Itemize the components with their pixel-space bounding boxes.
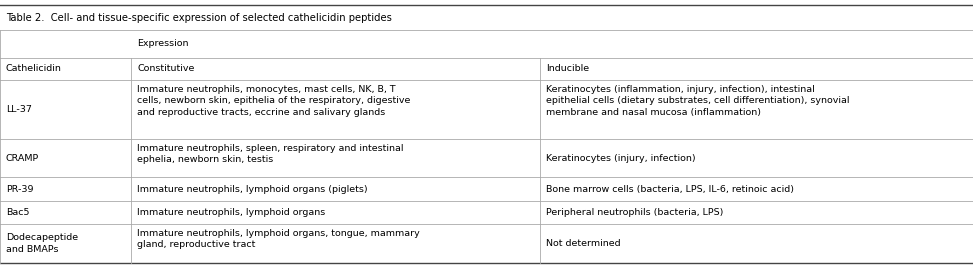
Text: Table 2.  Cell- and tissue-specific expression of selected cathelicidin peptides: Table 2. Cell- and tissue-specific expre… [6, 13, 392, 23]
Text: CRAMP: CRAMP [6, 154, 39, 163]
Text: Cathelicidin: Cathelicidin [6, 64, 61, 73]
Text: LL-37: LL-37 [6, 105, 32, 114]
Text: Keratinocytes (inflammation, injury, infection), intestinal
epithelial cells (di: Keratinocytes (inflammation, injury, inf… [546, 85, 849, 117]
Text: Constitutive: Constitutive [137, 64, 195, 73]
Text: Keratinocytes (injury, infection): Keratinocytes (injury, infection) [546, 154, 696, 163]
Text: Bone marrow cells (bacteria, LPS, IL-6, retinoic acid): Bone marrow cells (bacteria, LPS, IL-6, … [546, 184, 794, 193]
Text: Immature neutrophils, lymphoid organs (piglets): Immature neutrophils, lymphoid organs (p… [137, 184, 368, 193]
Text: Expression: Expression [137, 39, 189, 48]
Text: Dodecapeptide
and BMAPs: Dodecapeptide and BMAPs [6, 233, 78, 254]
Text: Immature neutrophils, spleen, respiratory and intestinal
ephelia, newborn skin, : Immature neutrophils, spleen, respirator… [137, 144, 404, 164]
Text: PR-39: PR-39 [6, 184, 33, 193]
Text: Inducible: Inducible [546, 64, 589, 73]
Text: Peripheral neutrophils (bacteria, LPS): Peripheral neutrophils (bacteria, LPS) [546, 208, 723, 217]
Text: Not determined: Not determined [546, 239, 621, 248]
Text: Immature neutrophils, lymphoid organs, tongue, mammary
gland, reproductive tract: Immature neutrophils, lymphoid organs, t… [137, 229, 420, 250]
Text: Immature neutrophils, monocytes, mast cells, NK, B, T
cells, newborn skin, epith: Immature neutrophils, monocytes, mast ce… [137, 85, 411, 117]
Text: Bac5: Bac5 [6, 208, 29, 217]
Text: Immature neutrophils, lymphoid organs: Immature neutrophils, lymphoid organs [137, 208, 325, 217]
